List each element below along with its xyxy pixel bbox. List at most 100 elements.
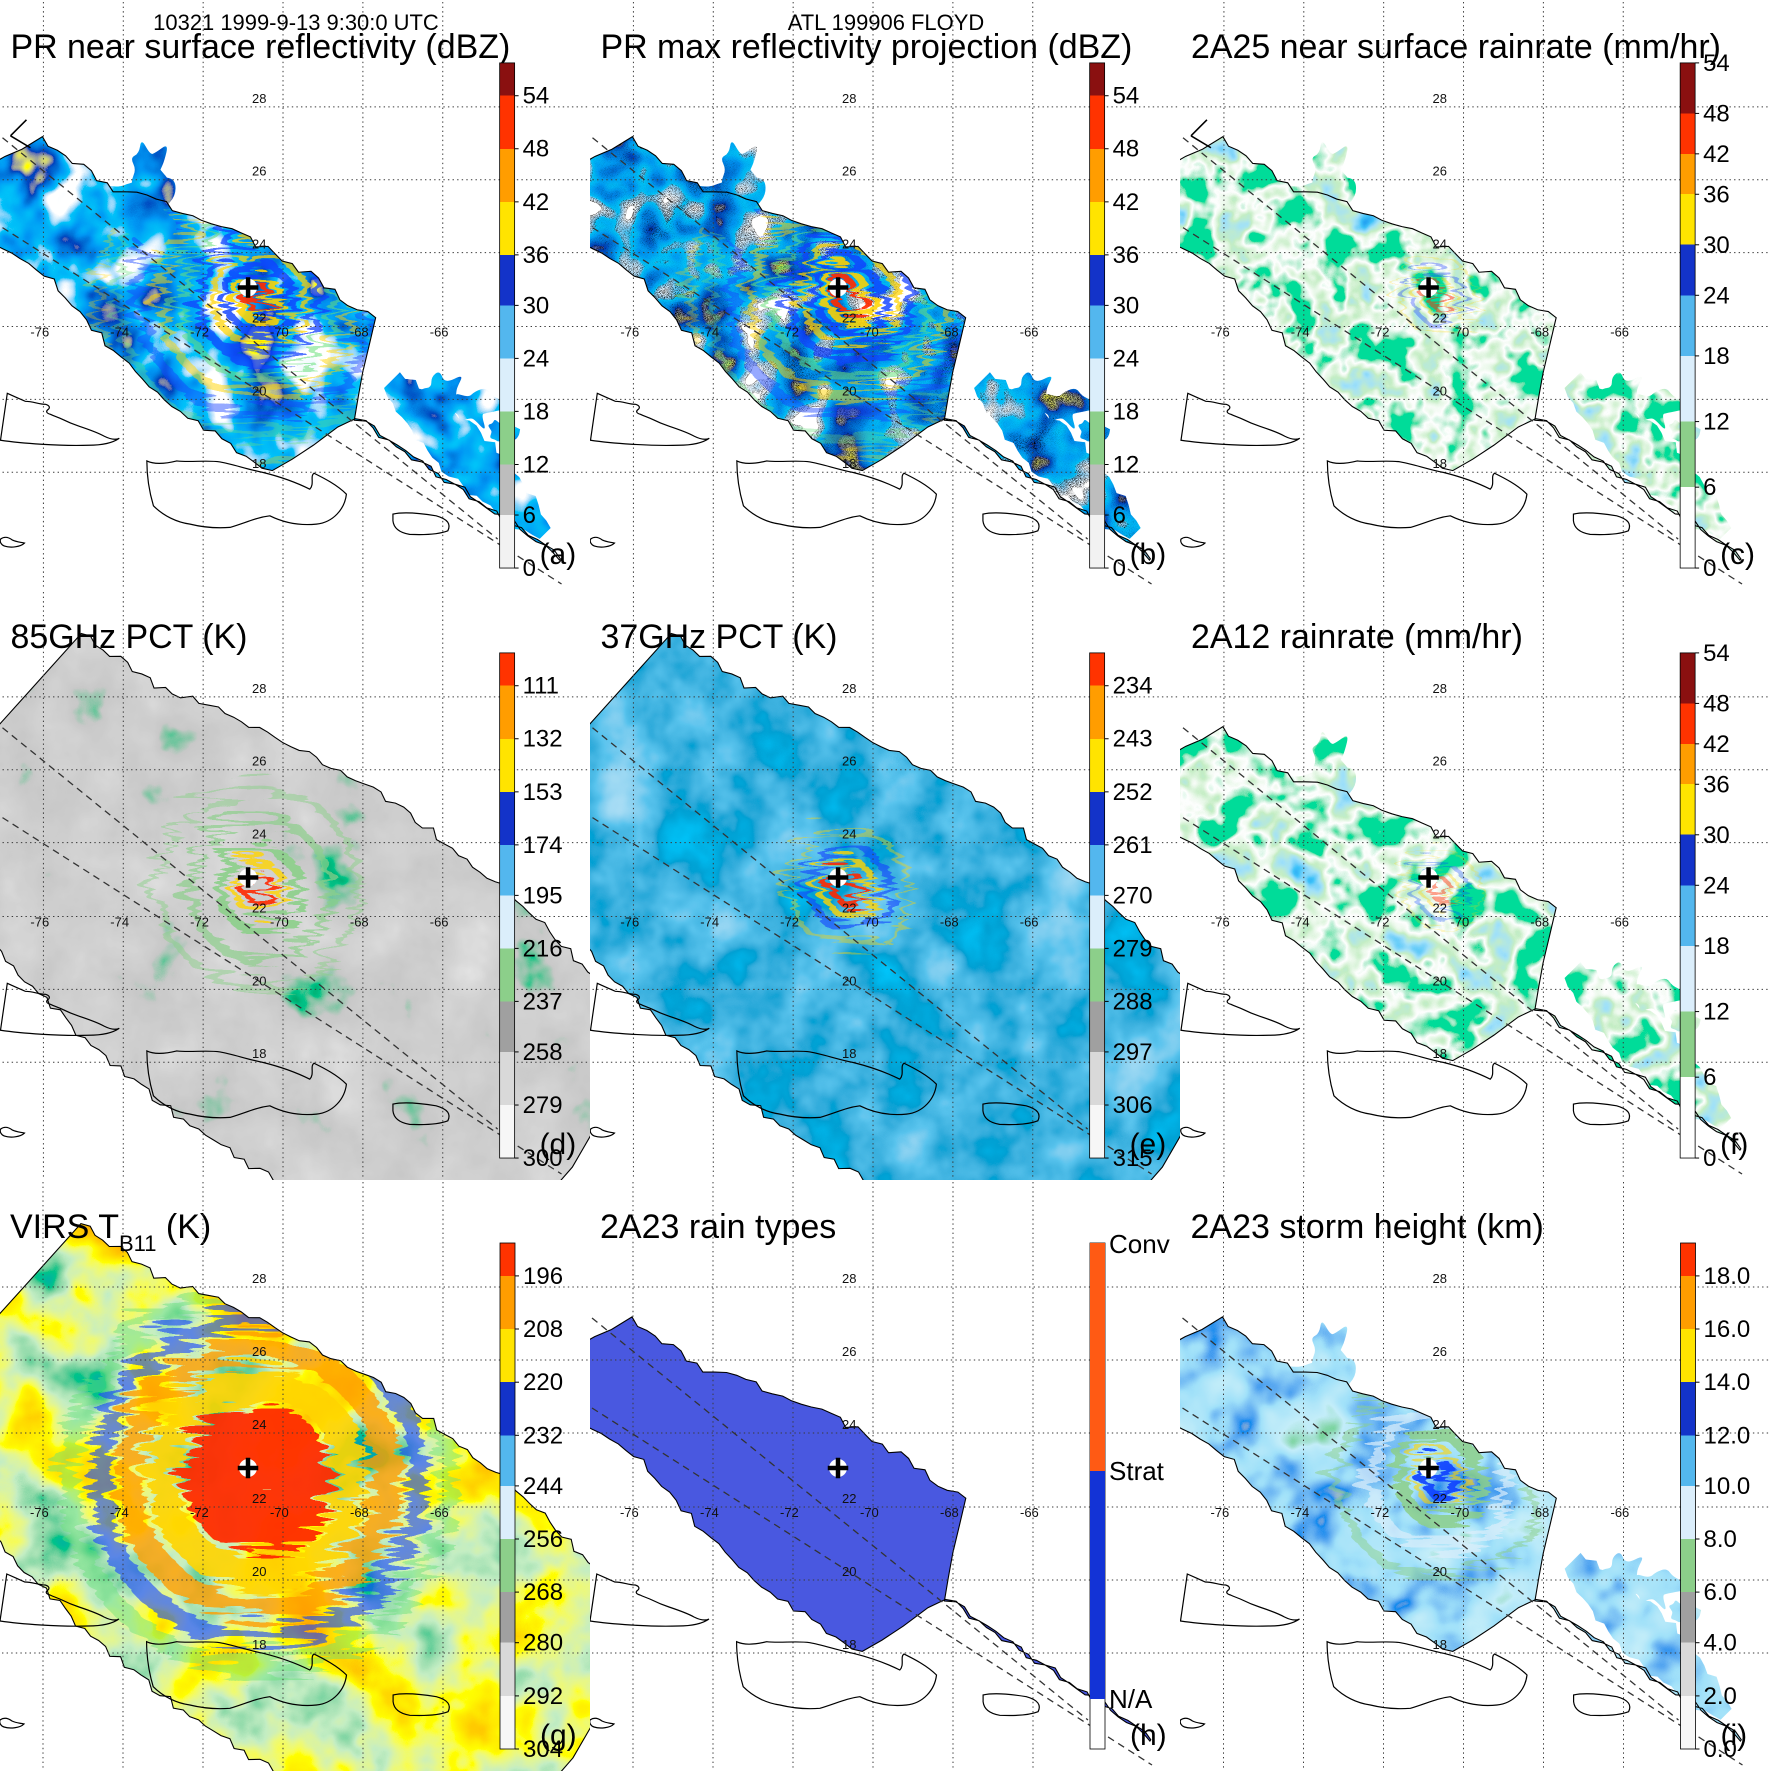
svg-text:2A23 storm height (km): 2A23 storm height (km) <box>1191 1208 1544 1246</box>
svg-text:14.0: 14.0 <box>1704 1369 1751 1396</box>
svg-text:24: 24 <box>842 827 856 842</box>
svg-text:-66: -66 <box>1020 914 1039 929</box>
svg-text:Conv: Conv <box>1109 1229 1170 1259</box>
svg-text:48: 48 <box>523 136 550 163</box>
svg-text:30: 30 <box>1703 822 1730 849</box>
svg-text:28: 28 <box>252 681 266 696</box>
svg-text:(c): (c) <box>1720 538 1755 571</box>
svg-text:-76: -76 <box>30 914 49 929</box>
svg-text:-68: -68 <box>1531 1505 1550 1520</box>
svg-text:279: 279 <box>1113 935 1153 962</box>
svg-text:-76: -76 <box>620 1505 639 1520</box>
svg-text:0: 0 <box>1703 1145 1716 1172</box>
svg-text:48: 48 <box>1703 100 1730 127</box>
svg-text:22: 22 <box>842 310 856 325</box>
svg-text:(a): (a) <box>540 538 577 571</box>
svg-text:20: 20 <box>252 383 266 398</box>
svg-text:-70: -70 <box>1451 914 1470 929</box>
svg-text:280: 280 <box>523 1630 563 1657</box>
svg-text:20: 20 <box>1433 383 1447 398</box>
svg-text:22: 22 <box>842 900 856 915</box>
svg-text:220: 220 <box>523 1369 563 1396</box>
svg-text:30: 30 <box>1703 232 1730 259</box>
svg-text:-76: -76 <box>1211 324 1230 339</box>
svg-text:252: 252 <box>1113 779 1153 806</box>
svg-text:24: 24 <box>1433 237 1447 252</box>
svg-text:28: 28 <box>842 91 856 106</box>
svg-text:-66: -66 <box>430 914 449 929</box>
svg-text:26: 26 <box>842 164 856 179</box>
svg-text:-70: -70 <box>860 1505 879 1520</box>
svg-text:54: 54 <box>1703 50 1730 77</box>
svg-text:28: 28 <box>252 1271 266 1286</box>
svg-text:234: 234 <box>1113 673 1153 700</box>
svg-text:-72: -72 <box>1371 914 1390 929</box>
svg-text:22: 22 <box>252 310 266 325</box>
svg-text:258: 258 <box>523 1039 563 1066</box>
svg-text:297: 297 <box>1113 1039 1153 1066</box>
svg-text:20: 20 <box>252 973 266 988</box>
svg-text:18: 18 <box>1433 1637 1447 1652</box>
svg-text:0: 0 <box>1703 555 1716 582</box>
svg-text:-66: -66 <box>1610 324 1629 339</box>
svg-text:-74: -74 <box>1291 914 1310 929</box>
svg-text:30: 30 <box>1113 292 1140 319</box>
svg-text:36: 36 <box>1703 181 1730 208</box>
svg-text:(f): (f) <box>1720 1128 1748 1161</box>
svg-text:2.0: 2.0 <box>1704 1683 1737 1710</box>
svg-text:-76: -76 <box>1211 914 1230 929</box>
svg-text:24: 24 <box>842 237 856 252</box>
svg-text:18: 18 <box>252 1046 266 1061</box>
svg-text:22: 22 <box>252 900 266 915</box>
svg-text:26: 26 <box>252 1344 266 1359</box>
svg-text:288: 288 <box>1113 988 1153 1015</box>
svg-text:36: 36 <box>1703 771 1730 798</box>
svg-text:22: 22 <box>1433 310 1447 325</box>
svg-text:18: 18 <box>252 1637 266 1652</box>
svg-text:(b): (b) <box>1130 538 1167 571</box>
svg-text:-72: -72 <box>190 914 209 929</box>
svg-text:48: 48 <box>1703 690 1730 717</box>
svg-text:28: 28 <box>842 1271 856 1286</box>
svg-text:-72: -72 <box>780 324 799 339</box>
svg-text:42: 42 <box>1703 141 1730 168</box>
svg-text:0: 0 <box>1113 555 1126 582</box>
svg-text:PR max reflectivity projection: PR max reflectivity projection (dBZ) <box>600 28 1132 66</box>
svg-text:-66: -66 <box>430 324 449 339</box>
svg-text:256: 256 <box>523 1526 563 1553</box>
svg-text:28: 28 <box>1433 1271 1447 1286</box>
svg-text:-68: -68 <box>940 914 959 929</box>
svg-text:24: 24 <box>252 827 266 842</box>
svg-text:196: 196 <box>523 1263 563 1290</box>
svg-text:-76: -76 <box>30 324 49 339</box>
svg-text:12: 12 <box>523 451 550 478</box>
svg-text:24: 24 <box>1703 282 1730 309</box>
svg-text:16.0: 16.0 <box>1704 1316 1751 1343</box>
svg-text:12.0: 12.0 <box>1704 1422 1751 1449</box>
svg-text:237: 237 <box>523 988 563 1015</box>
svg-text:-76: -76 <box>30 1505 49 1520</box>
svg-text:24: 24 <box>842 1417 856 1432</box>
svg-text:-70: -70 <box>270 1505 289 1520</box>
svg-text:37GHz PCT (K): 37GHz PCT (K) <box>600 618 837 656</box>
svg-text:-66: -66 <box>1611 1505 1630 1520</box>
svg-text:270: 270 <box>1113 882 1153 909</box>
svg-text:85GHz PCT (K): 85GHz PCT (K) <box>10 618 247 656</box>
svg-text:-74: -74 <box>1291 324 1310 339</box>
svg-text:18: 18 <box>1113 398 1140 425</box>
svg-text:26: 26 <box>842 754 856 769</box>
svg-text:18: 18 <box>842 1637 856 1652</box>
svg-text:42: 42 <box>1113 189 1140 216</box>
svg-text:54: 54 <box>1113 83 1140 110</box>
svg-text:-74: -74 <box>700 914 719 929</box>
svg-text:-68: -68 <box>350 914 369 929</box>
svg-text:-72: -72 <box>780 914 799 929</box>
svg-text:-66: -66 <box>430 1505 449 1520</box>
svg-text:-74: -74 <box>110 1505 129 1520</box>
svg-text:-70: -70 <box>860 324 879 339</box>
svg-text:PR near surface reflectivity (: PR near surface reflectivity (dBZ) <box>10 28 510 66</box>
svg-text:6: 6 <box>1703 1064 1716 1091</box>
svg-text:-68: -68 <box>1530 914 1549 929</box>
svg-text:153: 153 <box>523 779 563 806</box>
svg-text:12: 12 <box>1703 409 1730 436</box>
